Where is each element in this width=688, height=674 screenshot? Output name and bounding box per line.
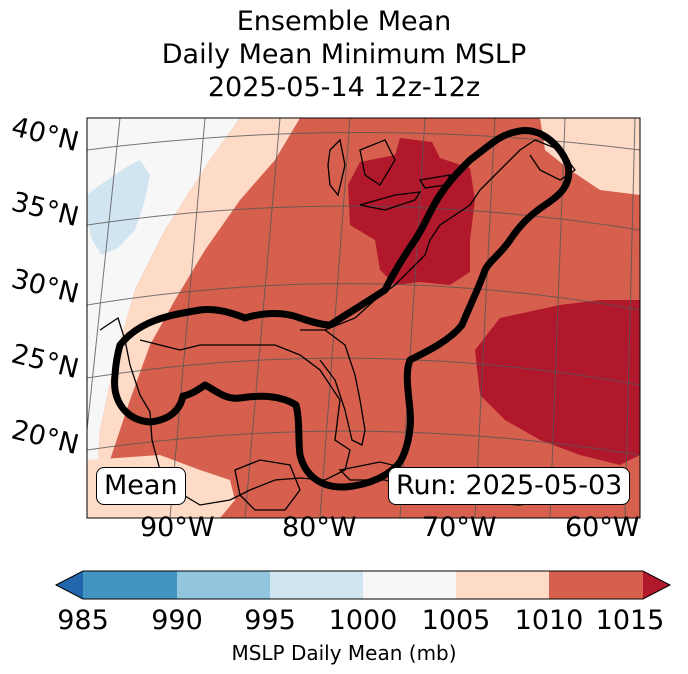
colorbar-segment-1005-1010 [456,571,549,599]
map-frame [86,117,641,519]
graticule-lon-70 [474,118,496,518]
colorbar-segment-1000-1005 [363,571,456,599]
colorbar [54,570,672,600]
colorbar-outline [54,570,672,600]
colorbar-tick-990: 990 [151,605,203,636]
graticule-lon-85 [244,118,281,518]
graticule-lon-90 [169,118,206,518]
highlight-region-outline [111,127,573,491]
colorbar-tick-995: 995 [244,605,296,636]
graticule-lon-60 [624,118,636,518]
mean-box: Mean [96,467,186,505]
graticule-lat-35 [87,205,640,231]
field-995-1000-patch [87,160,150,255]
colorbar-segment-985-990 [83,571,177,599]
title-line-3: 2025-05-14 12z-12z [207,72,481,103]
colorbar-extend-low [56,571,83,599]
colorbar-segment-990-995 [177,571,270,599]
colorbar-segment-1010-1015 [549,571,643,599]
colorbar-tick-1005: 1005 [421,605,491,636]
graticule-lat-25 [87,357,640,386]
lon-label-60: 60°W [565,512,640,543]
coastline-florida [300,329,366,446]
graticule-lat-30 [87,283,640,311]
colorbar-tick-985: 985 [57,605,109,636]
title-line-2: Daily Mean Minimum MSLP [161,39,527,70]
field-1015-atlantic [475,300,640,465]
coastline-yucatan [234,459,301,511]
graticule-lon-95 [87,118,121,431]
colorbar-label: MSLP Daily Mean (mb) [231,641,457,665]
colorbar-segment-995-1000 [270,571,363,599]
colorbar-tick-1010: 1010 [514,605,584,636]
graticule-lat-20 [87,430,640,456]
run-date-box: Run: 2025-05-03 [388,467,631,505]
colorbar-extend-high [643,571,670,599]
coastline-lake-michigan [327,138,346,197]
coastline-lake-erie [359,191,422,211]
lon-label-70: 70°W [422,512,497,543]
title-line-1: Ensemble Mean [236,6,452,37]
map-panel [87,118,640,518]
graticule-lat-40 [87,132,640,151]
field-1015-greatlakes [348,138,475,285]
colorbar-tick-1015: 1015 [595,605,665,636]
coastline-lake-huron [359,139,396,186]
colorbar-tick-1000: 1000 [328,605,398,636]
lon-label-90: 90°W [140,512,215,543]
lon-label-80: 80°W [282,512,357,543]
field-1005-1010-northeast [540,118,640,195]
